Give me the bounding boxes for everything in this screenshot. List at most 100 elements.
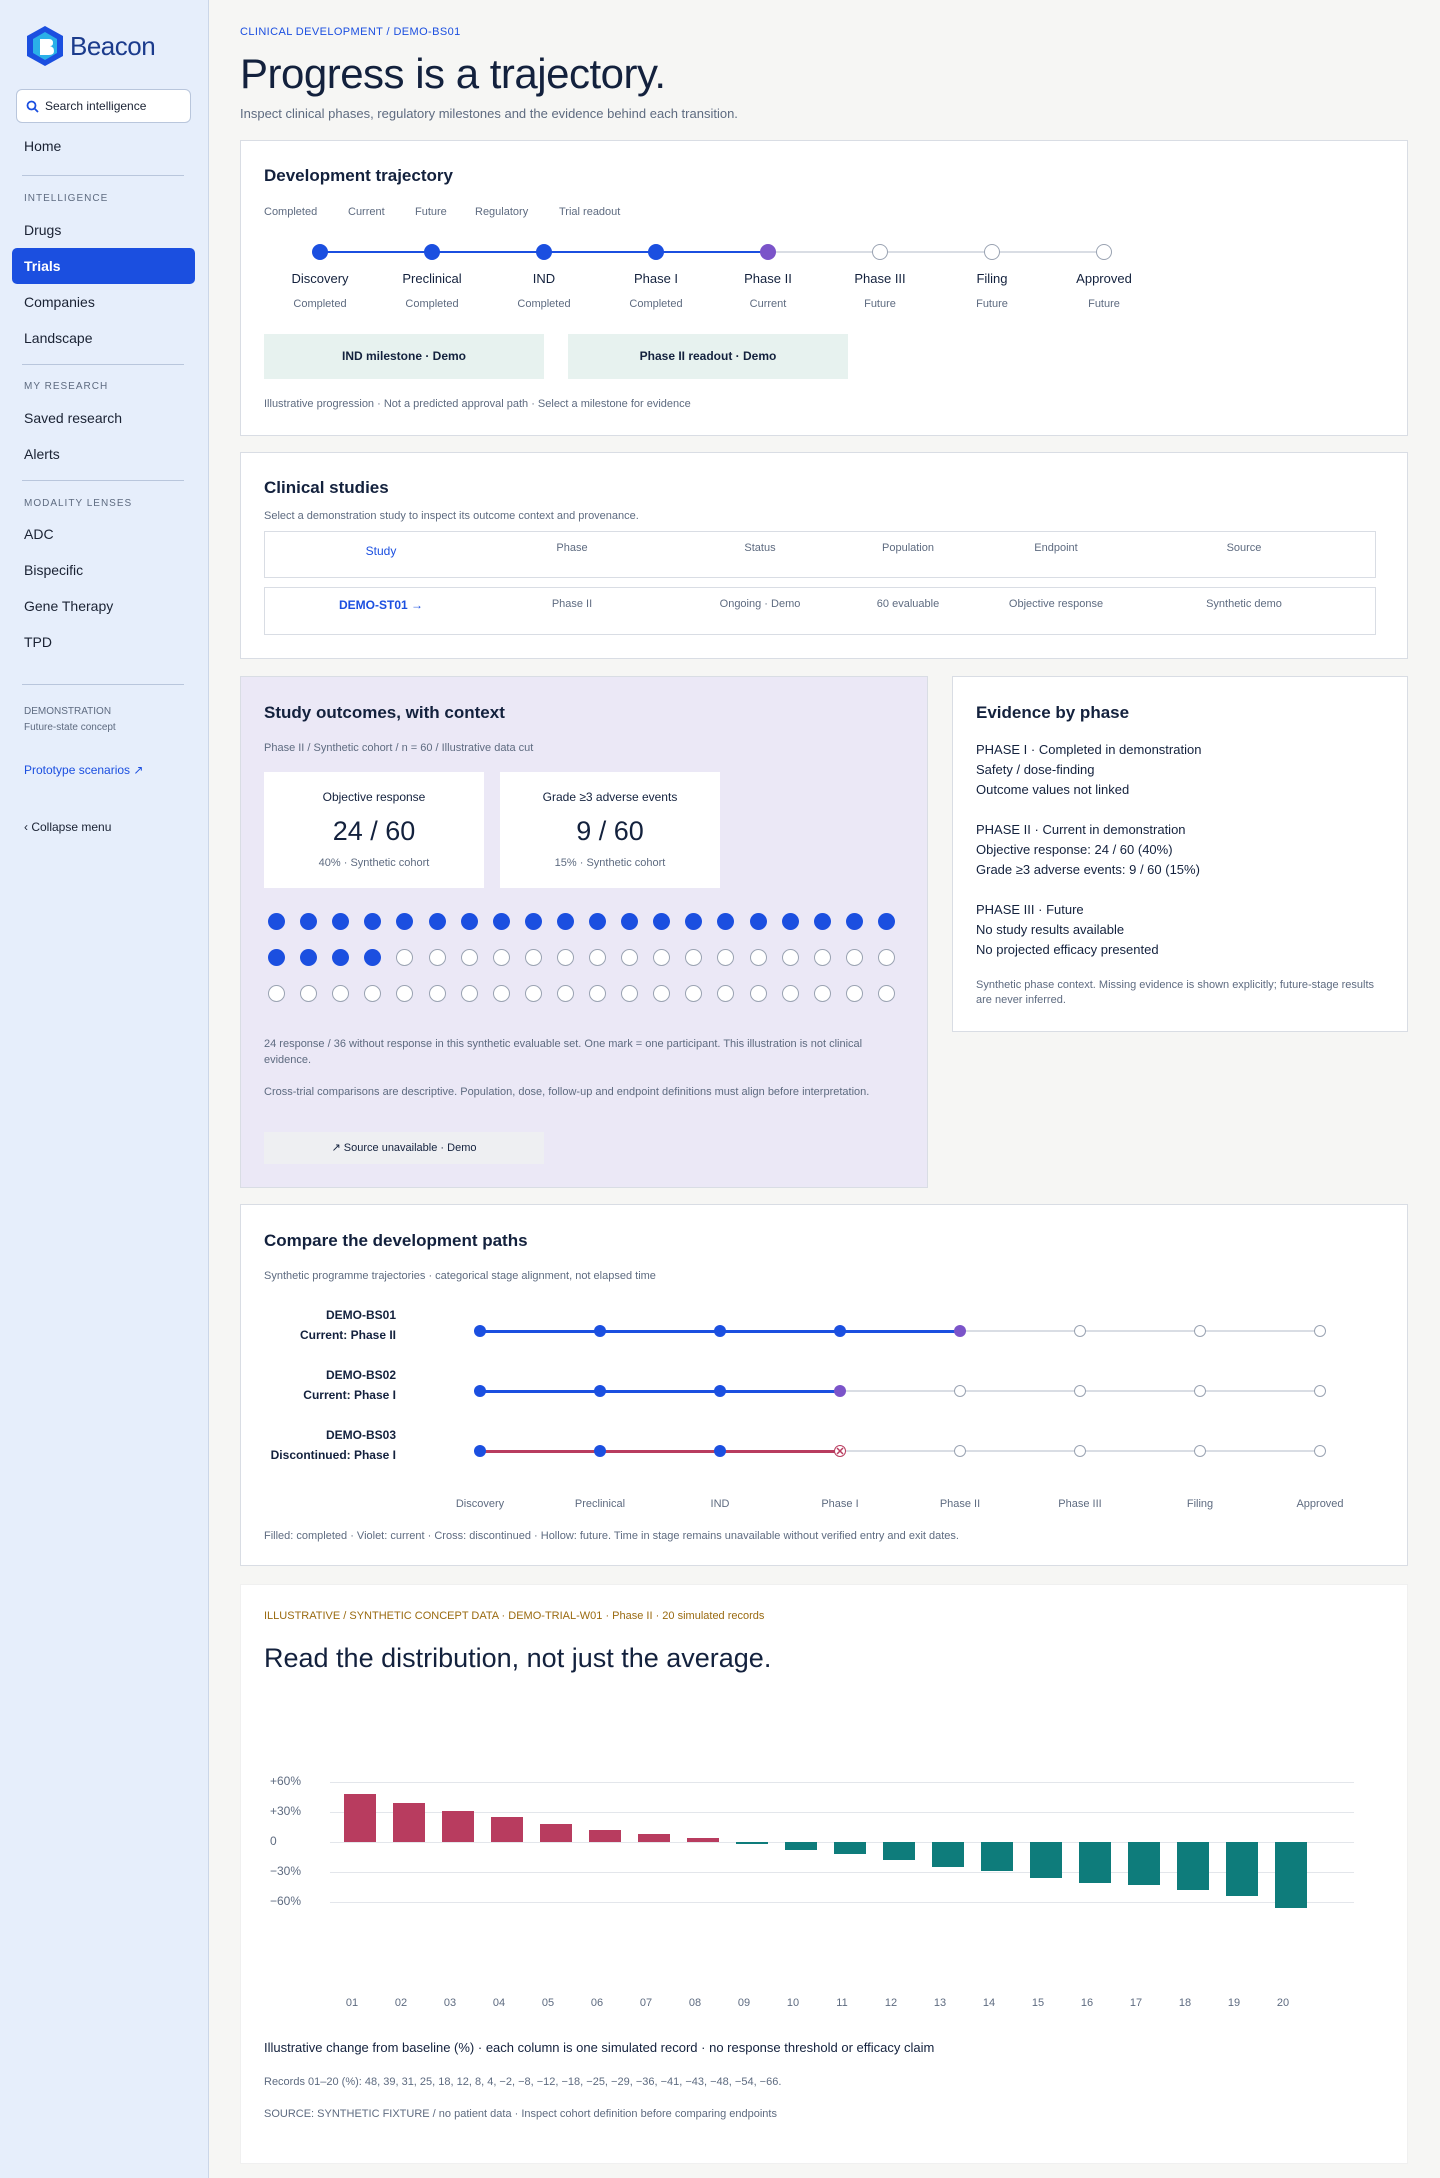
stage-marker[interactable] xyxy=(1314,1325,1326,1337)
outcomes-meta: Phase II / Synthetic cohort / n = 60 / I… xyxy=(264,742,534,754)
bar-record-07[interactable] xyxy=(638,1834,670,1842)
sidebar-item-home[interactable]: Home xyxy=(24,138,62,154)
milestone-ind[interactable]: IND milestone · Demo xyxy=(264,334,544,379)
sidebar-item-companies[interactable]: Companies xyxy=(24,294,95,310)
column-status: Status xyxy=(744,542,776,554)
sidebar-item-landscape[interactable]: Landscape xyxy=(24,330,93,346)
source-button[interactable]: ↗ Source unavailable · Demo xyxy=(264,1132,544,1164)
stage-marker[interactable] xyxy=(954,1445,966,1457)
participant-mark xyxy=(621,949,639,966)
sidebar-item-bispecific[interactable]: Bispecific xyxy=(24,562,84,578)
stage-marker[interactable] xyxy=(1096,244,1112,260)
stage-marker[interactable] xyxy=(536,244,552,260)
gridline xyxy=(330,1902,1354,1903)
stage-marker[interactable] xyxy=(1074,1445,1086,1457)
participant-mark xyxy=(332,985,350,1002)
bar-record-05[interactable] xyxy=(540,1824,572,1842)
bar-record-13[interactable] xyxy=(932,1842,964,1867)
bar-record-03[interactable] xyxy=(442,1811,474,1842)
bar-record-11[interactable] xyxy=(834,1842,866,1854)
evidence-phase2-heading: PHASE II · Current in demonstration xyxy=(976,822,1186,837)
stage-marker[interactable] xyxy=(760,244,776,260)
participant-mark xyxy=(492,949,510,966)
bar-record-09[interactable] xyxy=(736,1842,768,1844)
beacon-logo-icon xyxy=(27,26,63,66)
stage-marker[interactable] xyxy=(714,1445,726,1457)
stage-marker[interactable] xyxy=(1194,1385,1206,1397)
bar-record-06[interactable] xyxy=(589,1830,621,1842)
stage-marker[interactable] xyxy=(714,1325,726,1337)
sidebar-item-alerts[interactable]: Alerts xyxy=(24,446,60,462)
participant-mark xyxy=(428,985,446,1002)
stage-marker[interactable] xyxy=(648,244,664,260)
bar-record-14[interactable] xyxy=(981,1842,1013,1871)
bar-record-10[interactable] xyxy=(785,1842,817,1850)
sidebar-item-saved-research[interactable]: Saved research xyxy=(24,410,123,426)
bar-record-20[interactable] xyxy=(1275,1842,1307,1908)
column-study[interactable]: Study xyxy=(365,544,397,558)
stage-marker[interactable] xyxy=(1194,1325,1206,1337)
divider xyxy=(22,684,184,685)
stage-name: Phase III xyxy=(854,271,906,286)
breadcrumb[interactable]: CLINICAL DEVELOPMENT / DEMO-BS01 xyxy=(240,26,461,38)
table-row[interactable]: DEMO-ST01 → Phase II Ongoing · Demo 60 e… xyxy=(264,587,1376,635)
stage-marker[interactable] xyxy=(594,1385,606,1397)
bar-record-17[interactable] xyxy=(1128,1842,1160,1885)
stage-marker[interactable] xyxy=(594,1445,606,1457)
bar-record-15[interactable] xyxy=(1030,1842,1062,1878)
stage-marker[interactable] xyxy=(834,1325,846,1337)
bar-record-12[interactable] xyxy=(883,1842,915,1860)
bar-record-18[interactable] xyxy=(1177,1842,1209,1890)
milestone-phase2-readout[interactable]: Phase II readout · Demo xyxy=(568,334,848,379)
bar-record-16[interactable] xyxy=(1079,1842,1111,1883)
discontinued-icon[interactable] xyxy=(834,1445,846,1457)
stage-marker[interactable] xyxy=(424,244,440,260)
stage-marker[interactable] xyxy=(714,1385,726,1397)
prototype-scenarios-link[interactable]: Prototype scenarios ↗ xyxy=(24,763,144,777)
path-progress-line xyxy=(480,1389,840,1393)
evidence-note: Synthetic phase context. Missing evidenc… xyxy=(976,979,1375,1006)
outcomes-title: Study outcomes, with context xyxy=(264,703,505,722)
stage-marker[interactable] xyxy=(1194,1445,1206,1457)
stage-marker[interactable] xyxy=(1314,1385,1326,1397)
stage-marker[interactable] xyxy=(834,1385,846,1397)
sidebar-item-tpd[interactable]: TPD xyxy=(24,634,52,650)
distribution-eyebrow: ILLUSTRATIVE / SYNTHETIC CONCEPT DATA · … xyxy=(264,1610,765,1622)
stage-marker[interactable] xyxy=(1074,1325,1086,1337)
bar-record-04[interactable] xyxy=(491,1817,523,1842)
stage-marker[interactable] xyxy=(984,244,1000,260)
distribution-title: Read the distribution, not just the aver… xyxy=(264,1643,772,1673)
stage-marker[interactable] xyxy=(872,244,888,260)
bar-record-19[interactable] xyxy=(1226,1842,1258,1896)
stage-marker[interactable] xyxy=(474,1385,486,1397)
stage-marker[interactable] xyxy=(594,1325,606,1337)
stage-marker[interactable] xyxy=(954,1385,966,1397)
sidebar-item-drugs[interactable]: Drugs xyxy=(24,222,62,238)
sidebar-item-trials[interactable]: Trials xyxy=(12,248,195,284)
evidence-card xyxy=(952,676,1408,1032)
stage-marker[interactable] xyxy=(312,244,328,260)
stage-marker[interactable] xyxy=(1074,1385,1086,1397)
sidebar-item-gene-therapy[interactable]: Gene Therapy xyxy=(24,598,114,614)
legend-regulatory: Regulatory xyxy=(475,206,529,218)
study-phase: Phase II xyxy=(551,598,593,610)
legend-future: Future xyxy=(415,206,447,218)
participant-mark xyxy=(364,985,382,1002)
compare-title: Compare the development paths xyxy=(264,1231,528,1250)
stage-marker[interactable] xyxy=(474,1325,486,1337)
logo[interactable]: Beacon xyxy=(25,24,156,68)
bar-record-08[interactable] xyxy=(687,1838,719,1842)
stage-marker[interactable] xyxy=(474,1445,486,1457)
participant-mark xyxy=(717,985,735,1002)
stage-marker[interactable] xyxy=(954,1325,966,1337)
collapse-menu-button[interactable]: ‹ Collapse menu xyxy=(24,820,112,834)
bar-record-01[interactable] xyxy=(344,1794,376,1842)
search-input[interactable]: Search intelligence xyxy=(16,89,191,123)
study-link[interactable]: DEMO-ST01 → xyxy=(338,598,423,612)
stage-marker[interactable] xyxy=(1314,1445,1326,1457)
participant-mark xyxy=(813,949,831,966)
y-tick-label: 0 xyxy=(270,1834,277,1848)
sidebar-item-adc[interactable]: ADC xyxy=(24,526,54,542)
bar-record-02[interactable] xyxy=(393,1803,425,1842)
stage-name: Approved xyxy=(1076,271,1132,286)
